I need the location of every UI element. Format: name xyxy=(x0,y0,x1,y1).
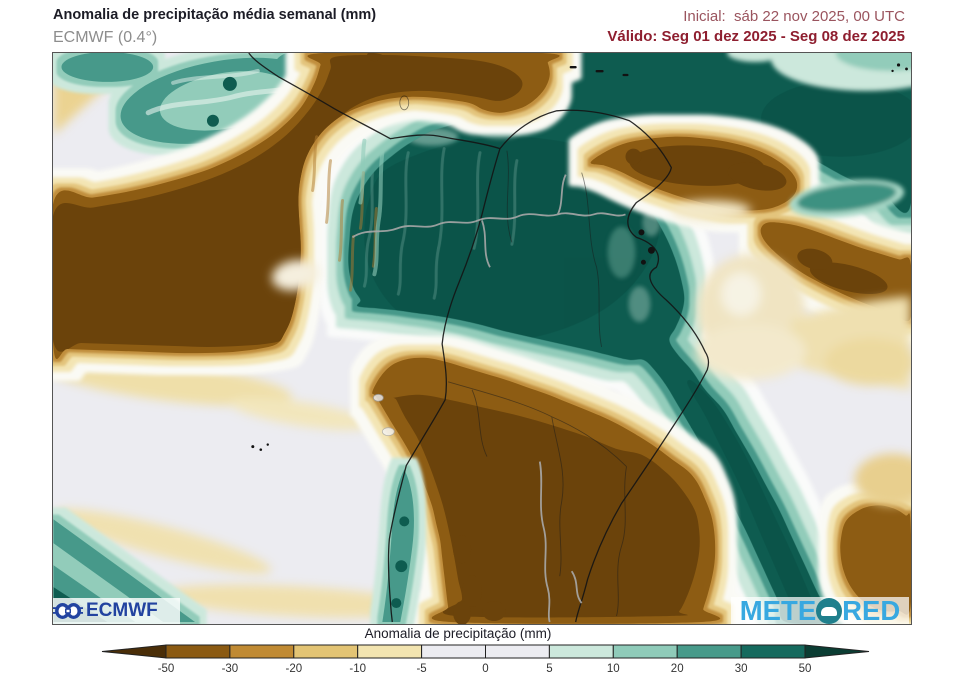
svg-text:50: 50 xyxy=(799,663,812,675)
svg-text:30: 30 xyxy=(735,663,748,675)
svg-text:-10: -10 xyxy=(349,663,366,675)
svg-text:20: 20 xyxy=(671,663,684,675)
svg-text:-5: -5 xyxy=(416,663,426,675)
svg-text:-20: -20 xyxy=(285,663,302,675)
svg-text:-30: -30 xyxy=(222,663,239,675)
svg-text:0: 0 xyxy=(482,663,488,675)
svg-text:10: 10 xyxy=(607,663,620,675)
svg-text:5: 5 xyxy=(546,663,552,675)
svg-text:-50: -50 xyxy=(158,663,175,675)
